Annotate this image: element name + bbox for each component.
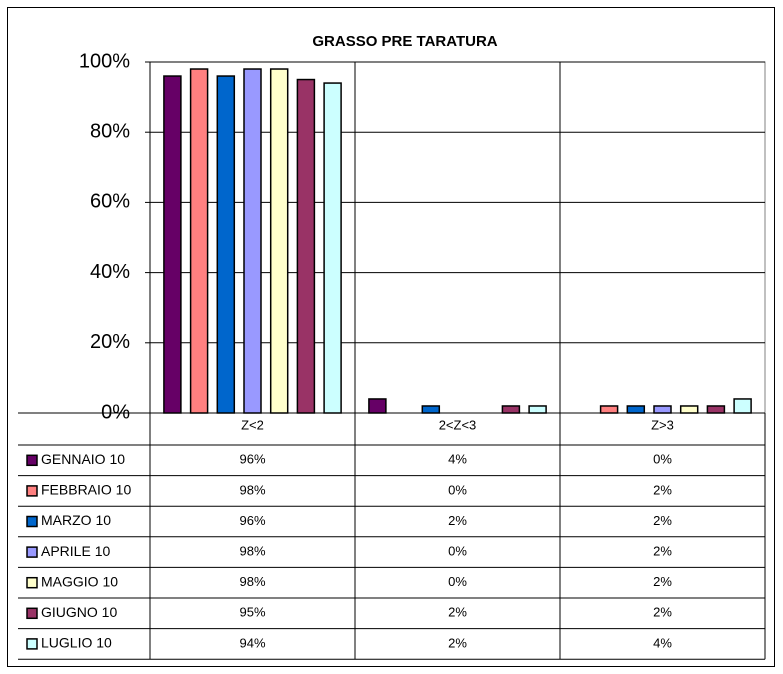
- table-value: 0%: [448, 544, 467, 559]
- bar: [368, 398, 387, 414]
- table-value: 2%: [448, 605, 467, 620]
- bar: [296, 78, 316, 414]
- table-value: 2%: [448, 635, 467, 650]
- bar: [216, 75, 236, 414]
- table-value: 2%: [653, 605, 672, 620]
- table-value: 95%: [239, 605, 265, 620]
- chart-title: GRASSO PRE TARATURA: [312, 33, 497, 50]
- table-value: 0%: [448, 574, 467, 589]
- table-value: 4%: [653, 635, 672, 650]
- bar: [421, 405, 441, 414]
- legend-key: [26, 638, 38, 650]
- table-value: 2%: [653, 574, 672, 589]
- chart-frame: [7, 7, 775, 667]
- bar: [323, 82, 342, 414]
- x-tick-label: 2<Z<3: [439, 417, 477, 432]
- table-value: 4%: [448, 452, 467, 467]
- y-tick-label: 60%: [90, 191, 130, 213]
- y-tick-label: 100%: [79, 50, 130, 72]
- table-value: 94%: [239, 635, 265, 650]
- table-value: 2%: [653, 513, 672, 528]
- bar: [706, 405, 726, 414]
- legend-key: [26, 576, 38, 589]
- table-value: 98%: [239, 574, 265, 589]
- y-tick-label: 0%: [101, 401, 130, 423]
- bar: [626, 405, 646, 414]
- bar: [653, 405, 672, 414]
- bar: [679, 405, 699, 414]
- y-tick-label: 80%: [90, 120, 130, 142]
- y-tick-label: 40%: [90, 261, 130, 283]
- bar: [599, 405, 619, 414]
- bar: [733, 398, 752, 414]
- table-value: 0%: [448, 482, 467, 497]
- legend-label: APRILE 10: [41, 543, 110, 559]
- table-value: 0%: [653, 452, 672, 467]
- bar: [269, 68, 289, 414]
- legend-key: [26, 607, 38, 620]
- table-value: 96%: [239, 452, 265, 467]
- bar: [163, 75, 182, 414]
- legend-label: FEBBRAIO 10: [41, 482, 131, 498]
- table-value: 98%: [239, 482, 265, 497]
- legend-label: MAGGIO 10: [41, 573, 118, 589]
- legend-key: [26, 515, 38, 528]
- table-value: 2%: [653, 544, 672, 559]
- table-value: 96%: [239, 513, 265, 528]
- table-value: 2%: [653, 482, 672, 497]
- y-tick-label: 20%: [90, 331, 130, 353]
- legend-label: MARZO 10: [41, 512, 111, 528]
- table-value: 2%: [448, 513, 467, 528]
- x-tick-label: Z<2: [241, 417, 264, 432]
- legend-key: [26, 454, 38, 467]
- x-tick-label: Z>3: [651, 417, 674, 432]
- bar: [243, 68, 262, 414]
- legend-key: [26, 485, 38, 497]
- legend-key: [26, 546, 38, 558]
- legend-label: GIUGNO 10: [41, 604, 117, 620]
- bar: [189, 68, 209, 414]
- table-value: 98%: [239, 544, 265, 559]
- legend-label: GENNAIO 10: [41, 451, 125, 467]
- bar: [501, 405, 521, 414]
- bar: [528, 405, 547, 414]
- legend-label: LUGLIO 10: [41, 635, 112, 651]
